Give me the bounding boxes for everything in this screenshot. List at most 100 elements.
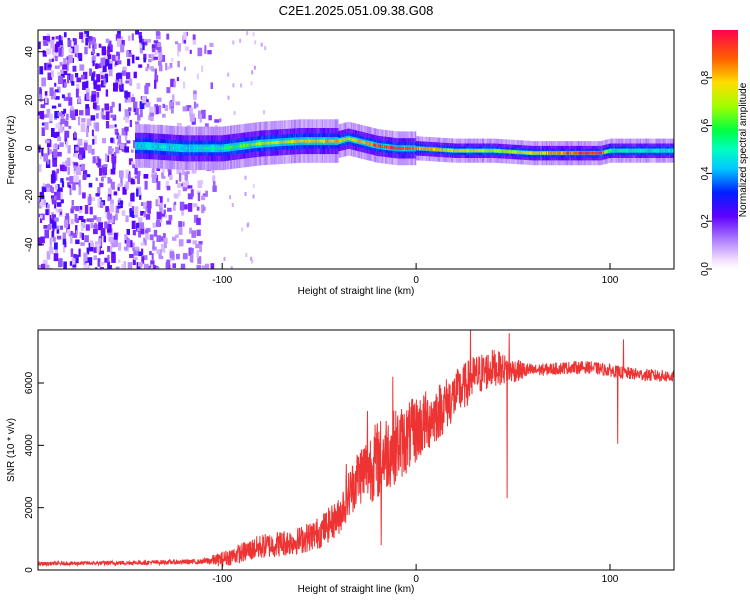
- spectrogram-cell: [640, 149, 642, 153]
- spectrogram-cell: [148, 144, 150, 148]
- spectrogram-cell: [148, 59, 152, 63]
- spectrogram-cell: [118, 80, 122, 90]
- spectrogram-cell: [201, 204, 205, 214]
- spectrogram-cell: [57, 187, 63, 192]
- spectrogram-cell: [360, 140, 362, 144]
- spectrogram-cell: [181, 166, 185, 176]
- spectrogram-cell: [412, 146, 414, 150]
- spectrogram-cell: [55, 208, 58, 213]
- spectrogram-cell: [666, 149, 668, 153]
- spectrogram-cell: [158, 255, 164, 260]
- spectrogram-cell: [646, 149, 649, 153]
- spectrogram-cell: [494, 149, 496, 153]
- spectrogram-cell: [528, 151, 530, 155]
- spectrogram-cell: [57, 112, 63, 117]
- spectrogram-cell: [75, 88, 79, 98]
- spectrogram-cell: [134, 206, 139, 214]
- spectrogram-cell: [86, 80, 89, 88]
- spectrogram-cell: [224, 146, 226, 150]
- spectrogram-cell: [183, 66, 186, 71]
- spectrogram-cell: [521, 151, 523, 154]
- spectrogram-cell: [55, 131, 60, 138]
- spectrogram-cell: [159, 236, 164, 241]
- spectrogram-cell: [587, 151, 589, 155]
- spectrogram-cell: [306, 139, 308, 143]
- spectrogram-cell: [197, 47, 203, 57]
- spectrogram-cell: [544, 151, 546, 155]
- spectrogram-cell: [67, 39, 72, 48]
- spectrogram-cell: [56, 184, 60, 192]
- spectrogram-cell: [647, 149, 649, 153]
- spectrogram-cell: [251, 259, 254, 264]
- spectrogram-cell: [166, 145, 168, 149]
- spectrogram-cell: [155, 199, 160, 207]
- spectrogram-cell: [101, 200, 106, 206]
- spectrogram-cell: [173, 80, 176, 88]
- spectrogram-cell: [107, 261, 110, 269]
- spectrogram-cell: [379, 144, 381, 148]
- spectrogram-cell: [76, 218, 79, 223]
- spectrogram-y-ticks: -40 -20 0 20 40: [24, 46, 44, 252]
- spectrogram-cell: [218, 146, 220, 150]
- spectrogram-cell: [90, 197, 95, 201]
- spectrogram-cell: [664, 149, 666, 153]
- spectrogram-cell: [279, 140, 281, 144]
- spectrogram-cell: [436, 148, 438, 152]
- spectrogram-cell: [89, 68, 92, 76]
- colorbar-gradient: [712, 30, 738, 269]
- x-tick-label: -100: [212, 574, 232, 585]
- spectrogram-cell: [164, 145, 166, 149]
- spectrogram-cell: [225, 146, 227, 150]
- spectrogram-cell: [106, 223, 110, 229]
- spectrogram-cell: [196, 206, 200, 211]
- spectrogram-cell: [631, 149, 633, 153]
- spectrogram-cell: [501, 149, 503, 153]
- spectrogram-cell: [82, 170, 88, 175]
- spectrogram-cell: [176, 77, 180, 82]
- spectrogram-cell: [107, 246, 110, 252]
- spectrogram-cell: [476, 149, 478, 153]
- spectrogram-cell: [610, 149, 612, 153]
- spectrogram-cell: [64, 120, 69, 127]
- spectrogram-cell: [97, 198, 101, 208]
- spectrogram-cell: [90, 240, 93, 247]
- snr-series-line: [38, 330, 674, 568]
- spectrogram-cell: [210, 82, 213, 89]
- spectrogram-cell: [197, 256, 202, 264]
- spectrogram-cell: [56, 235, 62, 240]
- spectrogram-cell: [60, 178, 64, 183]
- spectrogram-cell: [648, 149, 650, 153]
- spectrogram-cell: [96, 92, 100, 98]
- spectrogram-cell: [464, 149, 466, 153]
- spectrogram-cell: [179, 146, 181, 150]
- spectrogram-cell: [78, 179, 81, 189]
- spectrogram-cell: [375, 143, 377, 147]
- spectrogram-cell: [60, 111, 65, 117]
- spectrogram-cell: [63, 32, 67, 38]
- spectrogram-cell: [45, 40, 51, 44]
- spectrogram-cell: [121, 128, 126, 136]
- spectrogram-cell: [136, 188, 139, 197]
- spectrogram-cell: [95, 97, 99, 104]
- spectrogram-cell: [60, 225, 63, 230]
- spectrogram-cell: [345, 137, 347, 141]
- spectrogram-cell: [533, 151, 535, 155]
- spectrogram-cell: [64, 130, 70, 138]
- spectrogram-cell: [152, 240, 155, 249]
- spectrogram-cell: [160, 202, 163, 209]
- spectrogram-cell: [124, 127, 128, 136]
- spectrogram-cell: [281, 140, 283, 144]
- spectrogram-cell: [75, 152, 79, 158]
- spectrogram-cell: [583, 151, 585, 155]
- spectrogram-cell: [142, 144, 144, 148]
- spectrogram-cell: [133, 261, 136, 265]
- spectrogram-cell: [62, 64, 68, 70]
- spectrogram-cell: [162, 113, 166, 118]
- spectrogram-cell: [260, 142, 262, 146]
- spectrogram-cell: [136, 186, 142, 196]
- spectrogram-cell: [500, 149, 502, 153]
- spectrogram-cell: [71, 206, 76, 210]
- spectrogram-cell: [481, 149, 483, 153]
- spectrogram-cell: [92, 139, 95, 145]
- spectrogram-cell: [133, 101, 138, 109]
